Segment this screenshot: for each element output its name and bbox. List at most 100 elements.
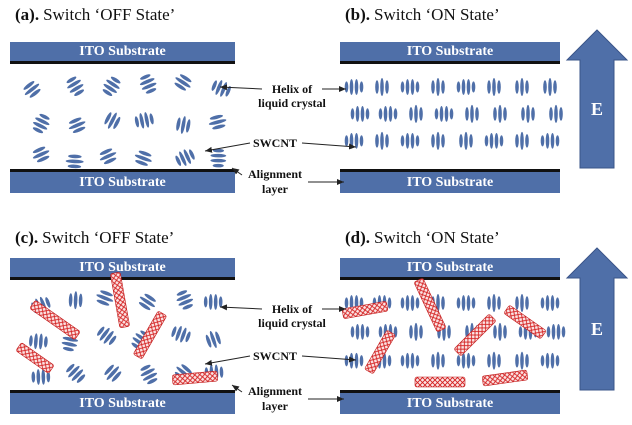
lc-helix [401, 133, 420, 149]
lc-helix [204, 294, 223, 310]
lc-molecule [467, 79, 471, 95]
lc-helix [457, 295, 476, 311]
panel-label: (a). [15, 5, 39, 24]
lc-molecule [543, 80, 547, 94]
lc-molecule [487, 354, 491, 368]
lc-helix [30, 145, 52, 165]
lc-helix [435, 106, 454, 122]
lc-molecule [61, 341, 77, 348]
lc-molecule [175, 117, 181, 131]
lc-molecule [416, 355, 420, 366]
annotation-line: Alignment [248, 167, 302, 181]
lc-molecule [409, 325, 413, 339]
lc-molecule [462, 79, 466, 95]
lc-helix [351, 324, 370, 340]
lc-molecule [431, 80, 435, 94]
lc-molecule [492, 352, 496, 370]
lc-molecule [388, 355, 392, 366]
lc-molecule [562, 326, 566, 337]
pointer-arrow [220, 87, 262, 89]
annotation-line: Helix of [272, 82, 313, 96]
lc-helix [345, 79, 364, 95]
lc-helix [210, 78, 233, 100]
annotation-line: layer [262, 399, 289, 413]
lc-helix [66, 115, 88, 135]
lc-molecule [204, 296, 208, 307]
lc-molecule [379, 326, 383, 337]
lc-helix [549, 105, 563, 123]
lc-molecule [467, 295, 471, 311]
lc-helix [487, 352, 501, 370]
lc-helix [64, 74, 87, 98]
lc-molecule [401, 355, 405, 366]
lc-helix [97, 146, 119, 166]
lc-helix [94, 288, 116, 307]
lc-molecule [375, 80, 379, 94]
electrode [10, 169, 235, 172]
lc-molecule [487, 80, 491, 94]
lc-helix [134, 111, 155, 130]
lc-helix [63, 361, 87, 385]
lc-helix [210, 149, 226, 168]
electrode [340, 61, 560, 64]
lc-helix [493, 105, 507, 123]
lc-molecule [351, 108, 355, 119]
lc-molecule [441, 134, 445, 148]
lc-molecule [79, 294, 83, 308]
lc-helix [379, 106, 398, 122]
lc-molecule [139, 113, 146, 129]
substrate-label: ITO Substrate [407, 396, 493, 411]
lc-molecule [469, 134, 473, 148]
lc-helix [100, 74, 123, 98]
lc-molecule [457, 355, 461, 366]
lc-molecule [549, 107, 553, 121]
lc-molecule [497, 80, 501, 94]
lc-molecule [531, 107, 535, 121]
lc-molecule [379, 108, 383, 119]
lc-molecule [134, 116, 140, 128]
lc-molecule [355, 133, 359, 149]
lc-molecule [546, 295, 550, 311]
lc-helix [401, 353, 420, 369]
lc-helix [102, 362, 124, 384]
lc-molecule [431, 134, 435, 148]
lc-molecule [520, 352, 524, 370]
panel-title-text: Switch ‘ON State’ [374, 5, 500, 24]
lc-molecule [492, 294, 496, 312]
lc-molecule [345, 355, 349, 366]
lc-helix [541, 133, 560, 149]
lc-helix [375, 132, 389, 150]
lc-helix [175, 115, 192, 135]
lc-molecule [457, 81, 461, 92]
lc-helix [401, 79, 420, 95]
lc-helix [515, 132, 529, 150]
lc-molecule [209, 294, 213, 310]
lc-molecule [556, 135, 560, 146]
lc-molecule [388, 297, 392, 308]
panel-title: (d).Switch ‘ON State’ [345, 228, 500, 247]
lc-helix [133, 149, 155, 168]
lc-molecule [520, 132, 524, 150]
lc-molecule [345, 81, 349, 92]
lc-helix [30, 112, 52, 136]
substrate-label: ITO Substrate [79, 396, 165, 411]
lc-molecule [495, 133, 499, 149]
lc-molecule [541, 135, 545, 146]
lc-helix [351, 106, 370, 122]
substrate-label: ITO Substrate [79, 44, 165, 59]
lc-molecule [497, 354, 501, 368]
annotation-line: liquid crystal [258, 96, 326, 110]
lc-molecule [74, 291, 78, 309]
lc-molecule [436, 132, 440, 150]
lc-molecule [44, 336, 48, 347]
lc-molecule [394, 108, 398, 119]
lc-molecule [519, 326, 523, 337]
lc-molecule [546, 133, 550, 149]
lc-molecule [470, 105, 474, 123]
lc-molecule [143, 112, 150, 128]
lc-helix [69, 291, 83, 309]
lc-helix [204, 329, 223, 350]
lc-molecule [441, 80, 445, 94]
lc-molecule [457, 297, 461, 308]
electrode [340, 390, 560, 393]
